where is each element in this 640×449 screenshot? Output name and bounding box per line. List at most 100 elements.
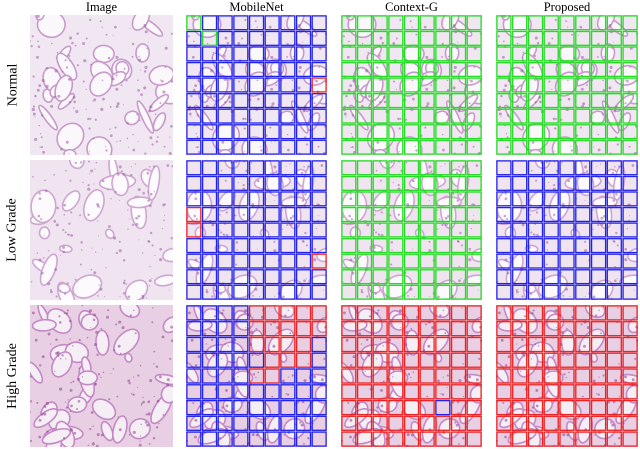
patch-cell <box>295 269 312 285</box>
patch-cell <box>450 368 467 384</box>
patch-cell <box>419 30 435 46</box>
patch-cell <box>248 175 265 191</box>
patch-cell <box>201 305 218 321</box>
patch-cell <box>622 222 638 238</box>
patch-cell <box>295 238 312 254</box>
patch-cell <box>419 284 435 300</box>
mobilenet-prediction-normal <box>186 15 327 155</box>
patch-cell <box>450 305 467 321</box>
patch-cell <box>435 336 451 353</box>
patch-cell <box>450 191 467 207</box>
patch-cell <box>559 30 575 46</box>
patch-cell <box>606 238 622 254</box>
patch-cell <box>388 206 404 223</box>
patch-cell <box>372 305 388 321</box>
patch-cell <box>311 336 327 353</box>
patch-cell <box>466 124 482 140</box>
patch-cell <box>512 160 528 176</box>
patch-cell <box>606 15 622 31</box>
patch-cell <box>590 15 607 31</box>
tile-graphic <box>186 160 327 300</box>
patch-cell <box>466 336 482 353</box>
column-header-mobilenet: MobileNet <box>229 0 284 14</box>
patch-cell <box>356 61 373 78</box>
patch-cell <box>341 77 357 93</box>
patch-cell <box>217 352 233 368</box>
patch-cell <box>372 160 388 176</box>
patch-cell <box>280 93 296 109</box>
patch-cell <box>186 305 202 321</box>
patch-cell <box>233 336 249 353</box>
patch-cell <box>372 139 388 155</box>
column-header-proposed: Proposed <box>543 0 591 14</box>
patch-cell <box>403 305 420 321</box>
patch-cell <box>450 46 467 62</box>
patch-cell <box>356 269 373 285</box>
patch-cell <box>311 124 327 140</box>
patch-cell <box>341 305 357 321</box>
patch-cell <box>559 15 575 31</box>
patch-cell <box>217 160 233 176</box>
tile-graphic <box>30 160 173 300</box>
patch-cell <box>341 368 357 384</box>
patch-cell <box>590 77 607 93</box>
patch-cell <box>527 384 544 400</box>
patch-cell <box>403 93 420 109</box>
patch-cell <box>527 108 544 124</box>
patch-cell <box>372 77 388 93</box>
patch-cell <box>186 160 202 176</box>
patch-cell <box>388 139 404 155</box>
patch-cell <box>512 191 528 207</box>
patch-cell <box>419 160 435 176</box>
patch-cell <box>450 431 467 447</box>
patch-cell <box>496 284 512 300</box>
patch-cell <box>280 238 296 254</box>
patch-cell <box>311 368 327 384</box>
patch-cell <box>622 160 638 176</box>
patch-cell <box>466 368 482 384</box>
patch-cell <box>435 206 451 223</box>
patch-cell <box>311 93 327 109</box>
patch-cell <box>559 269 575 285</box>
patch-cell <box>295 321 312 337</box>
patch-cell <box>341 61 357 78</box>
patch-cell <box>295 77 312 93</box>
patch-cell <box>575 305 591 321</box>
patch-cell <box>575 175 591 191</box>
patch-cell <box>419 399 435 416</box>
patch-cell <box>341 399 357 416</box>
patch-cell <box>233 160 249 176</box>
patch-cell <box>606 384 622 400</box>
patch-cell <box>575 124 591 140</box>
patch-cell <box>280 368 296 384</box>
patch-cell <box>403 222 420 238</box>
patch-cell <box>403 269 420 285</box>
patch-cell <box>435 46 451 62</box>
patch-cell <box>233 15 249 31</box>
patch-cell <box>264 206 280 223</box>
patch-cell <box>372 352 388 368</box>
patch-cell <box>248 206 265 223</box>
patch-cell <box>527 368 544 384</box>
patch-cell <box>575 321 591 337</box>
patch-cell <box>512 175 528 191</box>
patch-cell <box>201 15 218 31</box>
patch-cell <box>435 415 451 431</box>
patch-cell <box>606 206 622 223</box>
patch-cell <box>435 305 451 321</box>
patch-cell <box>372 206 388 223</box>
patch-cell <box>201 124 218 140</box>
patch-cell <box>606 61 622 78</box>
patch-cell <box>356 238 373 254</box>
patch-cell <box>356 352 373 368</box>
patch-cell <box>356 253 373 269</box>
patch-cell <box>264 124 280 140</box>
patch-cell <box>295 93 312 109</box>
patch-cell <box>450 108 467 124</box>
patch-cell <box>248 415 265 431</box>
patch-cell <box>341 15 357 31</box>
patch-cell <box>248 30 265 46</box>
contextg-prediction-high-grade <box>341 305 482 447</box>
patch-cell <box>186 61 202 78</box>
patch-cell <box>356 206 373 223</box>
